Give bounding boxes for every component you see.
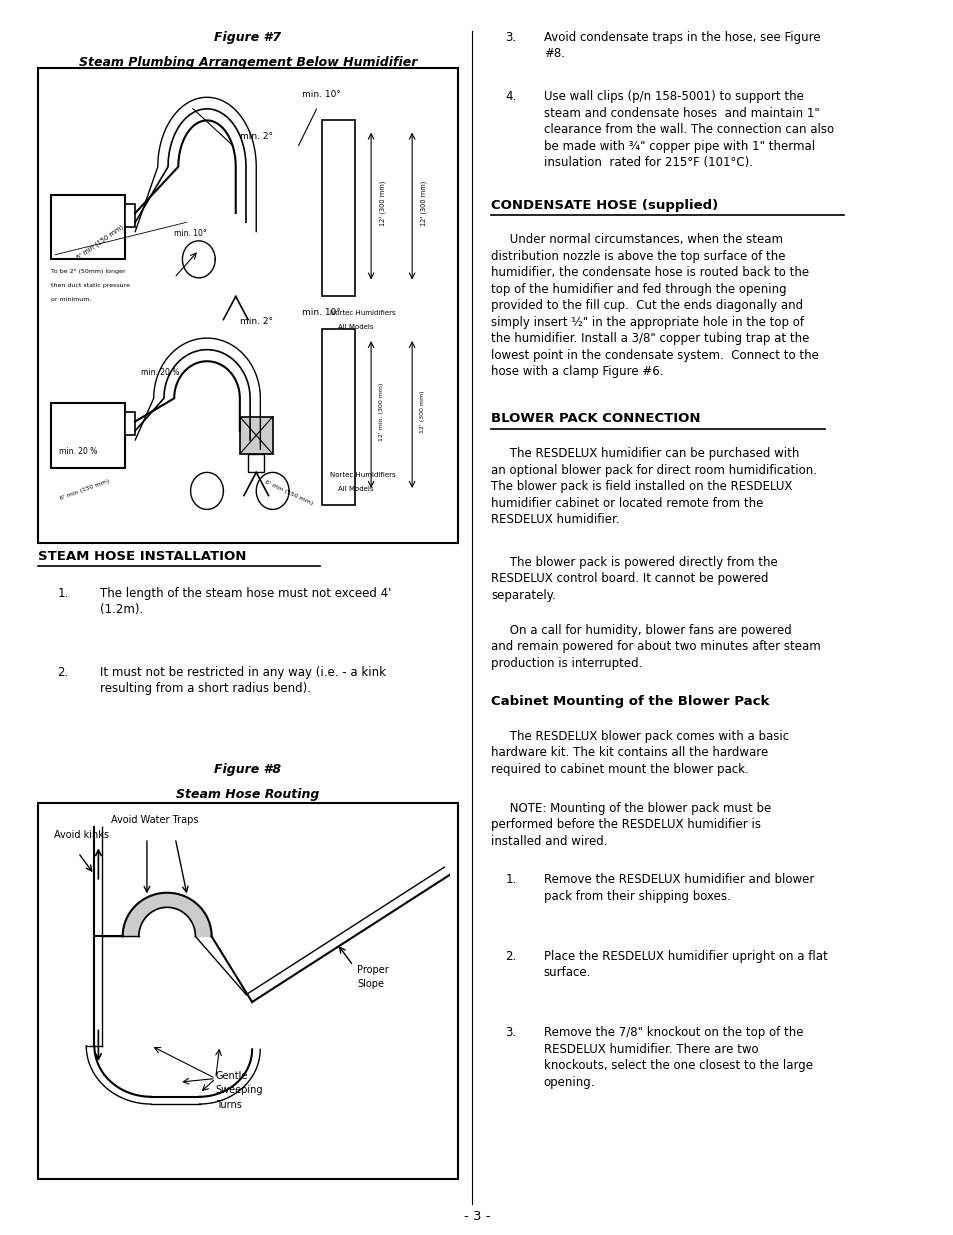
Text: 2.: 2. — [505, 950, 517, 963]
Text: 1.: 1. — [505, 873, 517, 887]
Text: Steam Hose Routing: Steam Hose Routing — [176, 788, 319, 802]
Text: 4.: 4. — [505, 90, 517, 104]
Text: Place the RESDELUX humidifier upright on a flat
surface.: Place the RESDELUX humidifier upright on… — [543, 950, 826, 979]
Text: 3.: 3. — [505, 31, 517, 44]
Text: 2.: 2. — [57, 666, 69, 679]
Text: Avoid condensate traps in the hose, see Figure
#8.: Avoid condensate traps in the hose, see … — [543, 31, 820, 61]
Text: On a call for humidity, blower fans are powered
and remain powered for about two: On a call for humidity, blower fans are … — [491, 624, 821, 669]
Text: Remove the RESDELUX humidifier and blower
pack from their shipping boxes.: Remove the RESDELUX humidifier and blowe… — [543, 873, 813, 903]
Text: The RESDELUX humidifier can be purchased with
an optional blower pack for direct: The RESDELUX humidifier can be purchased… — [491, 447, 817, 526]
Text: Cabinet Mounting of the Blower Pack: Cabinet Mounting of the Blower Pack — [491, 695, 769, 709]
Text: STEAM HOSE INSTALLATION: STEAM HOSE INSTALLATION — [38, 550, 246, 563]
Text: Under normal circumstances, when the steam
distribution nozzle is above the top : Under normal circumstances, when the ste… — [491, 233, 819, 378]
Text: The length of the steam hose must not exceed 4'
(1.2m).: The length of the steam hose must not ex… — [100, 587, 391, 616]
Text: Figure #7: Figure #7 — [214, 31, 281, 44]
Text: The RESDELUX blower pack comes with a basic
hardware kit. The kit contains all t: The RESDELUX blower pack comes with a ba… — [491, 730, 789, 776]
Text: 1.: 1. — [57, 587, 69, 600]
Text: The blower pack is powered directly from the
RESDELUX control board. It cannot b: The blower pack is powered directly from… — [491, 556, 778, 601]
Bar — [38, 803, 457, 1179]
Text: 3.: 3. — [505, 1026, 517, 1040]
Text: Steam Plumbing Arrangement Below Humidifier: Steam Plumbing Arrangement Below Humidif… — [79, 56, 416, 69]
Text: Remove the 7/8" knockout on the top of the
RESDELUX humidifier. There are two
kn: Remove the 7/8" knockout on the top of t… — [543, 1026, 812, 1089]
Text: Use wall clips (p/n 158-5001) to support the
steam and condensate hoses  and mai: Use wall clips (p/n 158-5001) to support… — [543, 90, 833, 169]
Text: CONDENSATE HOSE (supplied): CONDENSATE HOSE (supplied) — [491, 199, 718, 212]
Text: - 3 -: - 3 - — [463, 1210, 490, 1224]
Bar — [38, 68, 457, 543]
Text: BLOWER PACK CONNECTION: BLOWER PACK CONNECTION — [491, 412, 700, 426]
Text: It must not be restricted in any way (i.e. - a kink
resulting from a short radiu: It must not be restricted in any way (i.… — [100, 666, 386, 695]
Text: Figure #8: Figure #8 — [214, 763, 281, 777]
Text: NOTE: Mounting of the blower pack must be
performed before the RESDELUX humidifi: NOTE: Mounting of the blower pack must b… — [491, 802, 771, 847]
